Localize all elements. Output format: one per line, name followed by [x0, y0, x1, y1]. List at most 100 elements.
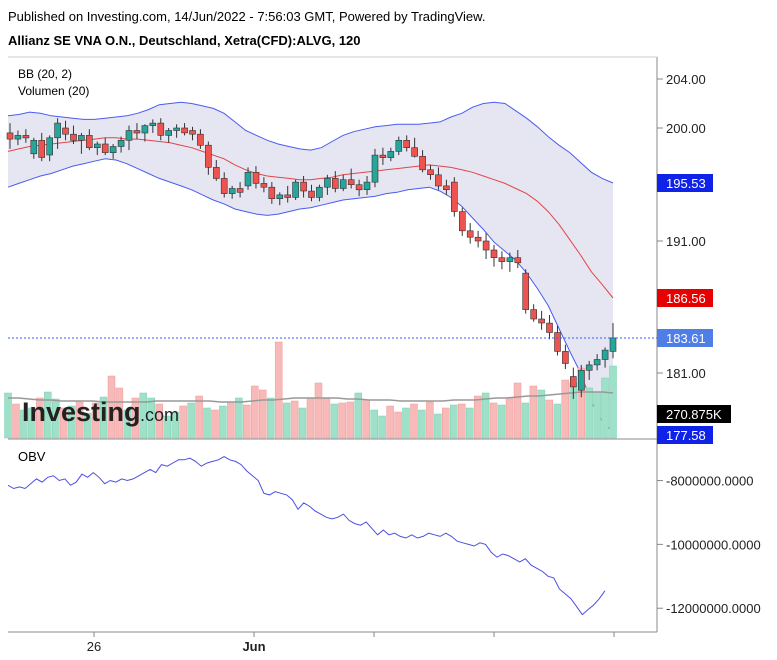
volume-bar: [131, 397, 140, 439]
volume-bar: [322, 397, 331, 439]
bb-basis-label-box: [657, 289, 713, 307]
volume-bar: [211, 409, 219, 439]
last-price-label-box: [657, 329, 713, 347]
volume-bar: [179, 405, 187, 439]
volume-bar: [330, 403, 339, 439]
candle-body: [22, 135, 30, 139]
bb-basis-label: 186.56: [666, 291, 706, 306]
candle-body: [379, 154, 387, 158]
candlesticks: [6, 118, 617, 399]
volume-bar: [585, 387, 593, 439]
volume-bar: [545, 399, 554, 439]
volume-bar: [346, 401, 355, 439]
volume-bar: [513, 382, 522, 439]
obv-tick-label: -10000000.0000: [666, 537, 761, 552]
time-tick-label: 26: [87, 639, 101, 654]
candle-body: [562, 351, 569, 364]
candle-body: [94, 143, 101, 149]
volume-bar: [362, 399, 370, 439]
candle-body: [6, 132, 14, 140]
candle-body: [149, 122, 157, 126]
volume-bar: [434, 413, 442, 439]
candle-body: [506, 257, 514, 262]
volume-bar: [609, 365, 617, 439]
bollinger-bands: [7, 101, 614, 433]
volume-bar: [418, 409, 426, 439]
volume-bar: [505, 397, 514, 439]
volume-bar: [123, 409, 132, 439]
price-tick-label: 191.00: [666, 234, 706, 249]
candle-body: [403, 140, 411, 149]
candle-body: [165, 130, 172, 136]
volume-bar: [290, 400, 299, 439]
candle-body: [514, 257, 522, 264]
candle-body: [435, 174, 442, 187]
obv-tick-label: -8000000.0000: [666, 474, 753, 489]
volume-bar: [115, 387, 124, 439]
candle-body: [228, 188, 236, 194]
volume-bar: [601, 377, 609, 439]
volume-bar: [354, 392, 363, 439]
candle-body: [117, 140, 125, 147]
volume-bar: [107, 375, 116, 439]
volume-bar: [147, 397, 156, 439]
volume-bar: [426, 401, 434, 439]
candle-body: [133, 130, 141, 134]
volume-ma-line: [8, 391, 614, 403]
candle-body: [62, 127, 69, 135]
candle-body: [538, 318, 545, 324]
volume-bar: [450, 404, 458, 439]
candle-body: [300, 181, 307, 192]
candle-body: [498, 257, 506, 262]
bb-basis: [7, 137, 614, 299]
candle-body: [419, 156, 426, 171]
candle-body: [450, 181, 458, 212]
candle-body: [205, 144, 212, 168]
last-price-label: 183.61: [666, 331, 706, 346]
candle-body: [268, 186, 276, 199]
volume-bar: [593, 391, 601, 439]
candle-body: [458, 211, 466, 232]
volume-bars: [4, 341, 617, 439]
candle-body: [197, 133, 204, 146]
candle-body: [347, 179, 355, 185]
volume-bar: [274, 341, 283, 439]
volume-bar: [410, 403, 418, 439]
price-tick-label: 204.00: [666, 72, 706, 87]
candle-body: [363, 181, 371, 191]
volume-bar: [235, 397, 243, 439]
volume-bar: [298, 407, 307, 439]
candle-body: [109, 146, 117, 153]
volume-bar: [282, 402, 291, 439]
volume-bar: [91, 402, 100, 439]
candle-body: [522, 272, 530, 310]
volume-bar: [481, 392, 490, 439]
volume-bar: [20, 409, 28, 439]
candle-body: [530, 309, 538, 320]
candle-body: [38, 140, 46, 158]
candle-body: [141, 125, 149, 134]
volume-bar: [139, 392, 148, 439]
candle-body: [490, 249, 498, 258]
time-tick-label: Jun: [242, 639, 265, 654]
volume-bar: [44, 391, 52, 439]
candle-body: [260, 183, 268, 188]
published-note: Published on Investing.com, 14/Jun/2022 …: [8, 9, 486, 24]
bb-lower-label: 177.58: [666, 428, 706, 443]
volume-bar: [465, 407, 474, 439]
volume-bar: [442, 407, 450, 439]
price-axis: 204.00 200.00 191.00 181.00: [657, 72, 706, 381]
candle-body: [173, 127, 180, 131]
volume-bar: [67, 405, 76, 439]
volume-bar: [195, 395, 203, 439]
candle-body: [482, 240, 490, 251]
candle-body: [331, 178, 339, 189]
candle-body: [46, 137, 54, 156]
indicator-bb: BB (20, 2): [18, 67, 72, 81]
chart-title: Allianz SE VNA O.N., Deutschland, Xetra(…: [8, 33, 361, 48]
candle-body: [244, 172, 252, 187]
candle-body: [585, 364, 593, 371]
volume-bar: [497, 404, 506, 439]
candle-body: [546, 322, 553, 333]
